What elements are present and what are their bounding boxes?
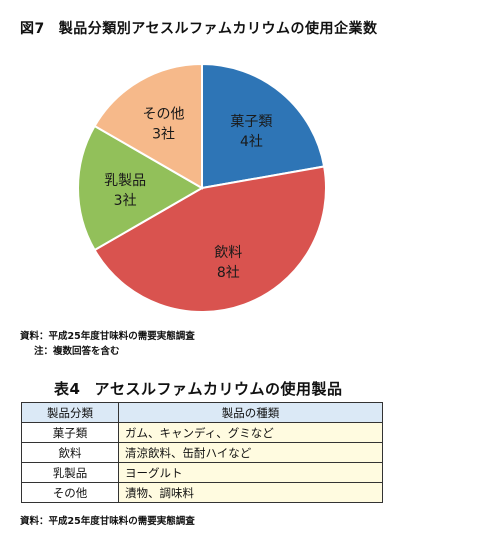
pie-slice <box>93 62 203 190</box>
row-category: 乳製品 <box>21 462 119 483</box>
row-items: ヨーグルト <box>118 462 383 483</box>
figure-number: 図7 <box>20 21 45 37</box>
pie-slice <box>77 124 205 252</box>
table-row: 菓子類 ガム、キャンディ、グミなど <box>21 422 383 443</box>
row-items: 清涼飲料、缶酎ハイなど <box>118 442 383 463</box>
pie-slice <box>201 62 326 190</box>
table-row: その他 漬物、調味料 <box>21 482 383 503</box>
chart-source-note: 資料：平成25年度甘味料の需要実態調査 <box>20 331 195 342</box>
slice-category-label: その他 <box>143 106 185 122</box>
slice-category-label: 菓子類 <box>230 114 272 130</box>
header-items: 製品の種類 <box>118 402 383 423</box>
row-category: 菓子類 <box>21 422 119 443</box>
row-category: その他 <box>21 482 119 503</box>
slice-value-label: 4社 <box>240 134 263 150</box>
table-row: 乳製品 ヨーグルト <box>21 462 383 483</box>
slice-value-label: 3社 <box>114 193 137 209</box>
row-category: 飲料 <box>21 442 119 463</box>
figure-title-text: 製品分類別アセスルファムカリウムの使用企業数 <box>58 21 378 37</box>
pie-slices <box>77 62 327 313</box>
table-row: 飲料 清涼飲料、缶酎ハイなど <box>21 442 383 463</box>
chart-footnote: 注：複数回答を含む <box>34 346 120 357</box>
table-title-text: アセスルファムカリウムの使用製品 <box>94 380 343 398</box>
table-header-row: 製品分類 製品の種類 <box>21 402 383 423</box>
header-category: 製品分類 <box>21 402 119 423</box>
slice-category-label: 乳製品 <box>104 173 146 189</box>
row-items: ガム、キャンディ、グミなど <box>118 422 383 443</box>
products-table: 製品分類 製品の種類 菓子類 ガム、キャンディ、グミなど 飲料 清涼飲料、缶酎ハ… <box>21 402 383 503</box>
pie-slice <box>93 165 327 313</box>
slice-value-label: 8社 <box>217 265 240 281</box>
slice-category-label: 飲料 <box>214 245 242 261</box>
table-source-note: 資料：平成25年度甘味料の需要実態調査 <box>20 516 195 527</box>
table-number: 表4 <box>54 380 81 398</box>
slice-value-label: 3社 <box>152 126 175 142</box>
table-title: 表4 アセスルファムカリウムの使用製品 <box>54 378 342 399</box>
figure-title: 図7 製品分類別アセスルファムカリウムの使用企業数 <box>20 18 377 38</box>
row-items: 漬物、調味料 <box>118 482 383 503</box>
